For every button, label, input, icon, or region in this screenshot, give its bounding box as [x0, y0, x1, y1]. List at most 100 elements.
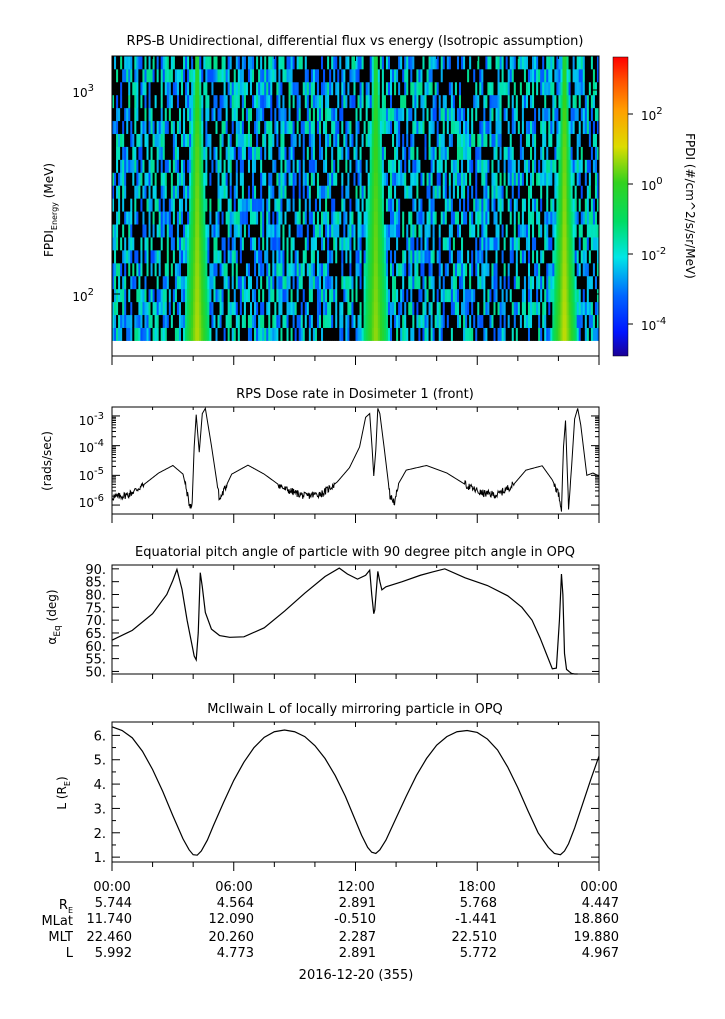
heatmap-cell [513, 224, 517, 238]
heatmap-cell [398, 107, 401, 122]
heatmap-cell [284, 56, 287, 70]
heatmap-cell [286, 185, 289, 199]
heatmap-cell [349, 224, 352, 238]
heatmap-cell [213, 314, 216, 328]
heatmap-cell [487, 314, 490, 328]
heatmap-cell [130, 146, 133, 160]
heatmap-cell [174, 224, 178, 238]
heatmap-cell [292, 81, 296, 96]
heatmap-cell [400, 211, 403, 225]
heatmap-cell [318, 249, 322, 264]
heatmap-cell [414, 327, 417, 341]
heatmap-cell [180, 94, 184, 109]
heatmap-cell [318, 211, 322, 225]
heatmap-cell [517, 94, 521, 109]
heatmap-cell [312, 56, 316, 70]
heatmap-cell [187, 146, 190, 160]
heatmap-cell [304, 107, 308, 122]
heatmap-cell [252, 301, 255, 316]
heatmap-cell [124, 327, 127, 341]
heatmap-cell [367, 249, 371, 264]
heatmap-cell [249, 133, 253, 147]
heatmap-cell [290, 159, 293, 173]
heatmap-cell [318, 237, 322, 251]
heatmap-cell [286, 275, 289, 290]
heatmap-cell [483, 185, 486, 199]
heatmap-cell [515, 327, 519, 341]
heatmap-cell [343, 185, 346, 199]
heatmap-cell [223, 211, 227, 225]
heatmap-cell [150, 211, 153, 225]
heatmap-cell [463, 314, 466, 328]
heatmap-cell [544, 159, 547, 173]
heatmap-cell [373, 224, 377, 238]
heatmap-cell [367, 314, 371, 328]
heatmap-cell [308, 56, 312, 70]
heatmap-cell [485, 56, 488, 70]
heatmap-cell [410, 172, 413, 186]
heatmap-cell [331, 133, 334, 147]
heatmap-cell [410, 107, 413, 122]
heatmap-cell [278, 146, 281, 160]
heatmap-cell [146, 224, 149, 238]
heatmap-cell [116, 94, 119, 109]
heatmap-cell [513, 133, 517, 147]
heatmap-cell [221, 237, 224, 251]
heatmap-cell [414, 107, 417, 122]
heatmap-cell [400, 172, 403, 186]
heatmap-cell [316, 224, 320, 238]
heatmap-cell [304, 94, 308, 109]
heatmap-cell [262, 120, 265, 134]
heatmap-cell [357, 172, 360, 186]
heatmap-cell [112, 249, 115, 264]
heatmap-cell [146, 56, 149, 70]
heatmap-cell [306, 198, 310, 212]
heatmap-cell [343, 224, 346, 238]
heatmap-cell [310, 172, 314, 186]
heatmap-cell [256, 237, 259, 251]
heatmap-cell [180, 81, 184, 96]
heatmap-cell [515, 120, 519, 134]
heatmap-cell [404, 301, 407, 316]
heatmap-cell [503, 56, 507, 70]
heatmap-cell [262, 314, 265, 328]
heatmap-cell [481, 120, 484, 134]
heatmap-cell [174, 107, 178, 122]
spectrogram-title: RPS-B Unidirectional, differential flux … [127, 34, 584, 49]
heatmap-cell [339, 288, 342, 303]
heatmap-cell [341, 314, 344, 328]
heatmap-cell [355, 68, 358, 83]
heatmap-cell [343, 211, 346, 225]
heatmap-cell [174, 288, 178, 303]
heatmap-cell [497, 94, 500, 109]
heatmap-cell [416, 288, 419, 303]
heatmap-cell [298, 301, 302, 316]
heatmap-cell [278, 94, 281, 109]
heatmap-cell [314, 301, 318, 316]
heatmap-cell [491, 120, 494, 134]
heatmap-cell [254, 288, 257, 303]
heatmap-cell [195, 81, 198, 96]
heatmap-cell [501, 314, 505, 328]
heatmap-cell [394, 237, 397, 251]
heatmap-cell [365, 314, 369, 328]
heatmap-cell [442, 198, 446, 212]
heatmap-cell [359, 56, 362, 70]
heatmap-cell [511, 211, 515, 225]
heatmap-cell [268, 120, 271, 134]
heatmap-cell [426, 146, 429, 160]
heatmap-cell [550, 146, 553, 160]
heatmap-cell [223, 133, 227, 147]
heatmap-cell [373, 288, 377, 303]
heatmap-cell [241, 107, 245, 122]
heatmap-cell [189, 327, 192, 341]
heatmap-cell [189, 288, 192, 303]
heatmap-cell [489, 301, 492, 316]
heatmap-cell [229, 172, 233, 186]
heatmap-cell [446, 81, 450, 96]
heatmap-cell [469, 120, 472, 134]
heatmap-cell [534, 172, 537, 186]
heatmap-cell [209, 211, 212, 225]
heatmap-cell [138, 146, 141, 160]
heatmap-cell [138, 275, 141, 290]
